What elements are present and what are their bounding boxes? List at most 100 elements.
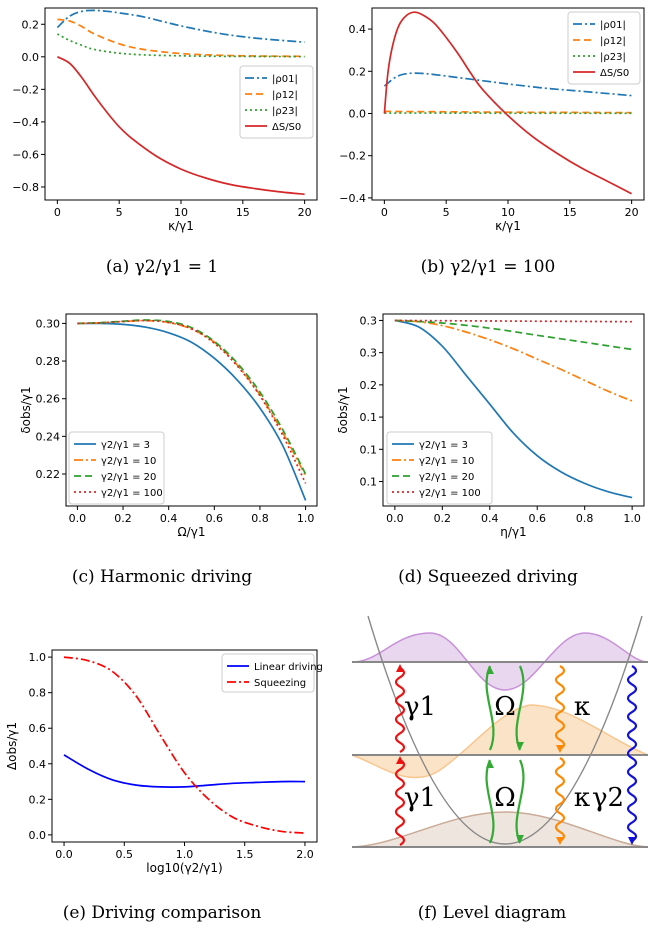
x-tick-label: 0.2 — [434, 512, 452, 525]
chart-b: 0 5 10 15 20−0.4−0.20.00.20.4κ/γ1|ρ01||ρ12||… — [339, 7, 645, 233]
legend-label: |ρ23| — [272, 106, 298, 117]
y-tick-label: 0.2 — [349, 65, 367, 78]
wave-top-curve — [351, 632, 648, 691]
omega-top-head-down — [516, 742, 524, 750]
chart-a: 0 5 10 15 20−0.8−0.6−0.4−0.20.00.2κ/γ1|ρ01||… — [12, 7, 318, 233]
y-axis-label: δobs/γ1 — [19, 386, 33, 433]
omega-bottom-head-down — [516, 835, 524, 843]
y-tick-label: 0.1 — [360, 443, 378, 456]
legend: γ2/γ1 = 3 γ2/γ1 = 10 γ2/γ1 = 20 γ2/γ1 = 100 — [68, 431, 165, 505]
series-line-3 — [77, 319, 307, 484]
y-tick-label: 0.2 — [22, 18, 40, 31]
y-tick-label: 0.28 — [36, 355, 61, 368]
y-tick-label: −0.8 — [12, 181, 39, 194]
x-tick-label: 0.4 — [481, 512, 499, 525]
legend-label: |ρ12| — [600, 36, 626, 47]
wave-bot-curve — [351, 811, 648, 848]
series-line-0 — [394, 319, 633, 499]
wave-top-fill — [352, 633, 648, 690]
x-tick-label: 0 — [381, 206, 388, 219]
x-tick-label: 0.8 — [576, 512, 594, 525]
series-line-1 — [63, 656, 306, 834]
y-tick-label: 0.8 — [29, 687, 47, 700]
series-line-3 — [394, 319, 633, 323]
y-tick-label: 0.22 — [36, 468, 61, 481]
plot-frame — [382, 313, 645, 507]
x-tick-label: 2.0 — [296, 848, 314, 861]
y-tick-label: 0.30 — [36, 317, 61, 330]
y-tick-label: 0.1 — [360, 411, 378, 424]
y-tick-label: 0.0 — [29, 829, 47, 842]
y-tick-label: 0.3 — [360, 314, 378, 327]
caption-f: (f) Level diagram — [418, 903, 567, 923]
legend-label: ΔS/S0 — [272, 122, 301, 133]
plot-frame — [65, 313, 318, 507]
x-tick-label: 20 — [625, 206, 639, 219]
chart-c: 0.0 0.2 0.4 0.6 0.8 1.0 0.22 0.24 0.26 0.28 0.30 Ω/… — [19, 313, 318, 539]
legend-label: |ρ23| — [600, 52, 626, 63]
y-tick-label: 1.0 — [29, 651, 47, 664]
x-tick-label: 15 — [236, 206, 250, 219]
x-tick-label: 10 — [501, 206, 515, 219]
y-tick-label: 0.2 — [360, 379, 378, 392]
x-axis-label: Ω/γ1 — [178, 525, 206, 539]
x-tick-label: 0.0 — [69, 512, 87, 525]
omega-bottom-head-up — [486, 760, 494, 768]
x-tick-label: 20 — [298, 206, 312, 219]
x-tick-label: 1.0 — [176, 848, 194, 861]
x-tick-label: 0.4 — [160, 512, 178, 525]
series-line-2 — [77, 319, 307, 475]
y-tick-label: 0.24 — [36, 430, 61, 443]
legend-label: |ρ01| — [272, 74, 298, 85]
x-tick-label: 1.5 — [236, 848, 254, 861]
wave-mid-fill — [352, 705, 648, 778]
legend-label: γ2/γ1 = 100 — [101, 488, 163, 499]
legend-box — [567, 11, 641, 85]
x-axis-label: η/γ1 — [500, 525, 526, 539]
x-tick-label: 15 — [563, 206, 577, 219]
y-tick-label: 0.0 — [22, 51, 40, 64]
y-tick-label: 0.1 — [360, 476, 378, 489]
gamma2-arrow — [626, 665, 638, 842]
label-kappa-top: κ — [574, 692, 590, 722]
y-tick-label: 0.4 — [29, 758, 47, 771]
legend: |ρ01| |ρ12| |ρ23| ΔS/S0 — [239, 65, 314, 139]
legend-box — [68, 431, 165, 505]
caption-d: (d) Squeezed driving — [398, 567, 578, 587]
gamma1-arrow-top-head — [396, 664, 404, 672]
x-tick-label: 5 — [443, 206, 450, 219]
x-tick-label: 0.8 — [251, 512, 269, 525]
omega-top-right — [515, 665, 525, 751]
caption-c: (c) Harmonic driving — [72, 567, 252, 587]
gamma2-arrow-head — [628, 837, 636, 845]
y-tick-label: −0.6 — [12, 148, 39, 161]
x-tick-label: 1.0 — [297, 512, 315, 525]
label-kappa-bot: κ — [574, 783, 590, 813]
series-line-0 — [56, 9, 305, 44]
y-tick-label: −0.2 — [339, 150, 366, 163]
x-axis-label: log10(γ2/γ1) — [146, 861, 222, 875]
legend-label: γ2/γ1 = 3 — [419, 440, 468, 451]
series-line-1 — [384, 110, 632, 114]
x-tick-label: 0.0 — [386, 512, 404, 525]
omega-bottom-left — [485, 759, 495, 844]
chart-d: 0.0 0.2 0.4 0.6 0.8 1.0 0.1 0.1 0.1 0.2 0.3 0.3 η/γ1… — [336, 313, 645, 539]
chart-e: 0.0 0.5 1.0 1.5 2.00.00.20.40.60.81.0log10(γ… — [5, 649, 323, 875]
y-tick-label: 0.3 — [360, 347, 378, 360]
legend-label: γ2/γ1 = 10 — [419, 456, 474, 467]
gamma1-arrow-bottom-head — [396, 756, 404, 764]
omega-bottom-right — [515, 759, 525, 844]
series-line-0 — [63, 754, 306, 788]
x-tick-label: 0.0 — [55, 848, 73, 861]
caption-b: (b) γ2/γ1 = 100 — [421, 257, 556, 277]
series-line-0 — [77, 322, 307, 501]
gamma1-arrow-bottom — [394, 759, 406, 846]
legend-box — [386, 431, 493, 505]
legend: |ρ01| |ρ12| |ρ23| ΔS/S0 — [567, 11, 641, 85]
x-axis-label: κ/γ1 — [495, 219, 521, 233]
legend-label: γ2/γ1 = 3 — [101, 440, 150, 451]
series-line-3 — [383, 11, 632, 195]
label-gamma1-top: γ1 — [404, 692, 436, 722]
kappa-arrow-bottom-head — [556, 837, 564, 845]
